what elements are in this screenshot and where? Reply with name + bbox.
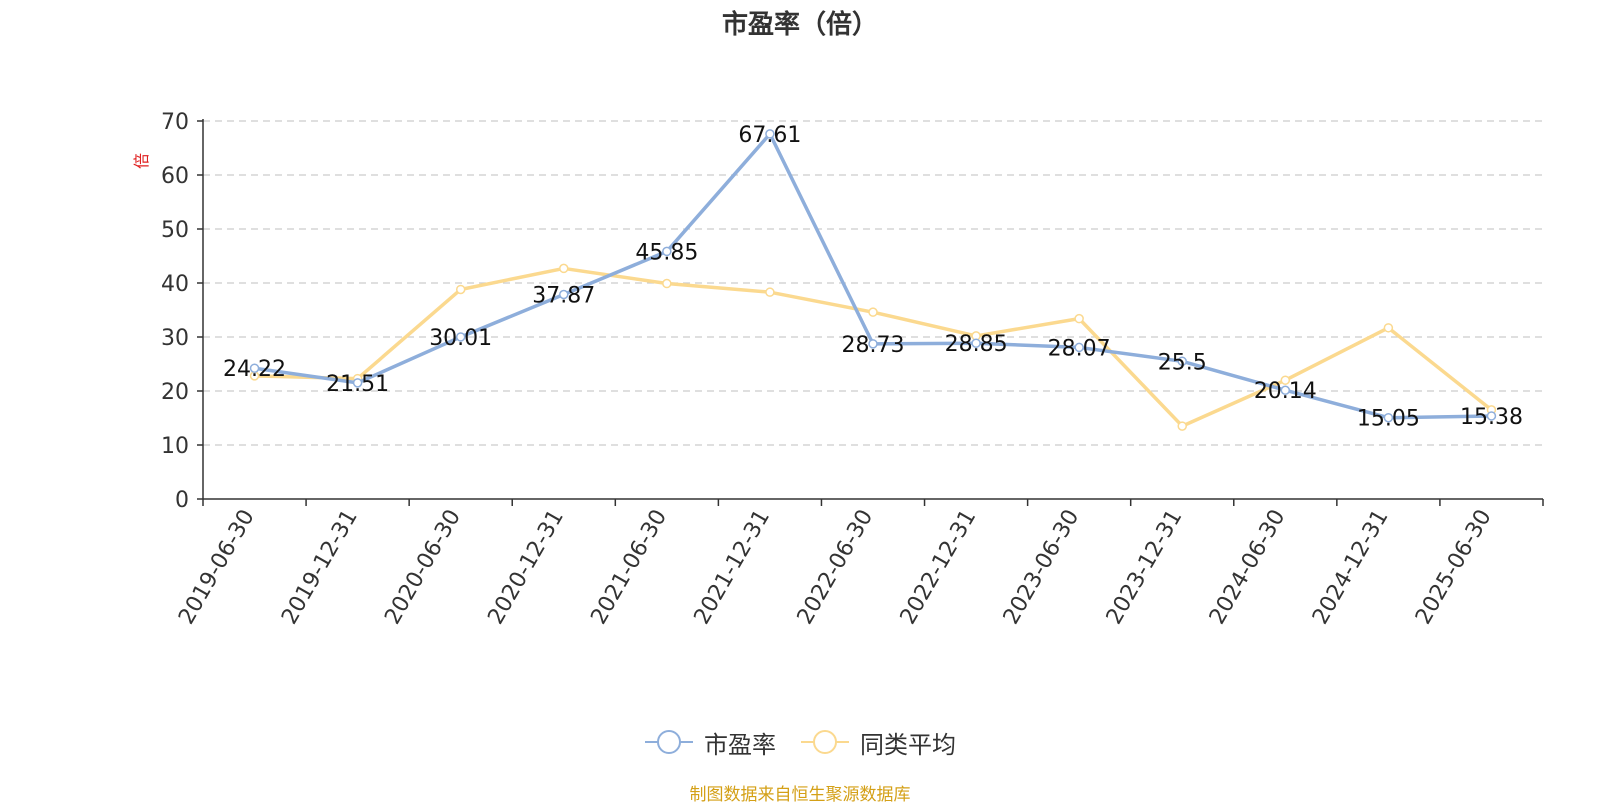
legend-label: 市盈率	[704, 730, 776, 759]
y-tick-label: 20	[161, 380, 189, 405]
chart-title: 市盈率（倍）	[721, 10, 878, 40]
legend-item-pe[interactable]: 市盈率	[644, 725, 776, 760]
point-pe[interactable]	[662, 246, 672, 257]
point-pe[interactable]	[1177, 356, 1187, 367]
x-tick-label: 2024-12-31	[1308, 506, 1394, 629]
point-peer-avg[interactable]	[868, 307, 878, 317]
y-axis-unit: 倍	[132, 153, 151, 169]
point-peer-avg[interactable]	[1383, 323, 1394, 333]
x-tick-label: 2022-12-31	[896, 506, 982, 629]
x-tick-label: 2019-12-31	[277, 506, 363, 629]
x-tick-label: 2021-12-31	[690, 506, 776, 629]
data-label: 25.5	[1158, 350, 1207, 375]
data-label: 20.14	[1254, 379, 1317, 404]
point-peer-avg[interactable]	[765, 287, 775, 297]
legend-line-circle-icon	[801, 730, 849, 754]
data-label: 45.85	[635, 240, 698, 265]
x-tick-label: 2021-06-30	[586, 506, 672, 629]
y-tick-label: 70	[161, 110, 189, 135]
data-labels: 24.22 21.51 30.01 37.87 45.85 67.61 28.73 28.85…	[223, 123, 1523, 432]
point-peer-avg[interactable]	[1280, 375, 1291, 385]
data-label: 28.73	[842, 333, 905, 358]
y-tick-label: 10	[161, 434, 189, 459]
point-pe[interactable]	[1486, 411, 1497, 421]
data-label: 21.51	[326, 372, 389, 397]
point-peer-avg[interactable]	[1177, 421, 1187, 431]
grid-lines	[203, 120, 1543, 446]
data-label: 24.22	[223, 357, 286, 382]
legend-item-peer-avg[interactable]: 同类平均	[800, 725, 956, 760]
legend: 市盈率 同类平均	[0, 722, 1600, 762]
point-peer-avg[interactable]	[559, 263, 569, 274]
y-tick-label: 50	[161, 218, 189, 243]
data-label: 37.87	[532, 284, 595, 309]
point-pe[interactable]	[1280, 385, 1291, 395]
series	[249, 129, 1497, 431]
point-pe[interactable]	[765, 129, 775, 139]
point-peer-avg[interactable]	[1074, 313, 1084, 324]
point-pe[interactable]	[1383, 412, 1394, 423]
x-tick-label: 2025-06-30	[1411, 506, 1497, 629]
point-pe[interactable]	[455, 332, 466, 342]
y-tick-label: 30	[161, 326, 189, 351]
legend-line-circle-icon	[645, 730, 693, 754]
point-pe[interactable]	[249, 363, 260, 373]
y-tick-label: 0	[175, 488, 189, 513]
point-pe[interactable]	[971, 338, 981, 348]
data-label: 30.01	[429, 326, 492, 351]
data-label: 67.61	[738, 123, 801, 148]
point-peer-avg[interactable]	[662, 278, 672, 289]
point-pe[interactable]	[352, 378, 363, 388]
data-label: 28.85	[945, 332, 1008, 357]
point-pe[interactable]	[559, 289, 569, 300]
series-line-pe	[254, 132, 1492, 420]
x-tick-label: 2023-12-31	[1102, 506, 1188, 629]
x-tick-label: 2019-06-30	[174, 506, 260, 629]
source-note: 制图数据来自恒生聚源数据库	[689, 785, 911, 805]
x-tick-label: 2023-06-30	[999, 506, 1085, 629]
data-label: 28.07	[1048, 336, 1111, 361]
x-tick-label: 2020-12-31	[483, 506, 569, 629]
y-tick-label: 60	[161, 164, 189, 189]
point-pe[interactable]	[868, 339, 878, 349]
legend-label: 同类平均	[860, 730, 956, 759]
point-pe[interactable]	[1074, 342, 1084, 353]
x-tick-label: 2022-06-30	[793, 506, 879, 629]
x-tick-label: 2020-06-30	[380, 506, 466, 629]
x-tick-label: 2024-06-30	[1205, 506, 1291, 629]
data-label: 15.05	[1357, 407, 1420, 432]
y-tick-label: 40	[161, 272, 189, 297]
data-label: 15.38	[1460, 405, 1523, 430]
point-peer-avg[interactable]	[455, 284, 466, 295]
